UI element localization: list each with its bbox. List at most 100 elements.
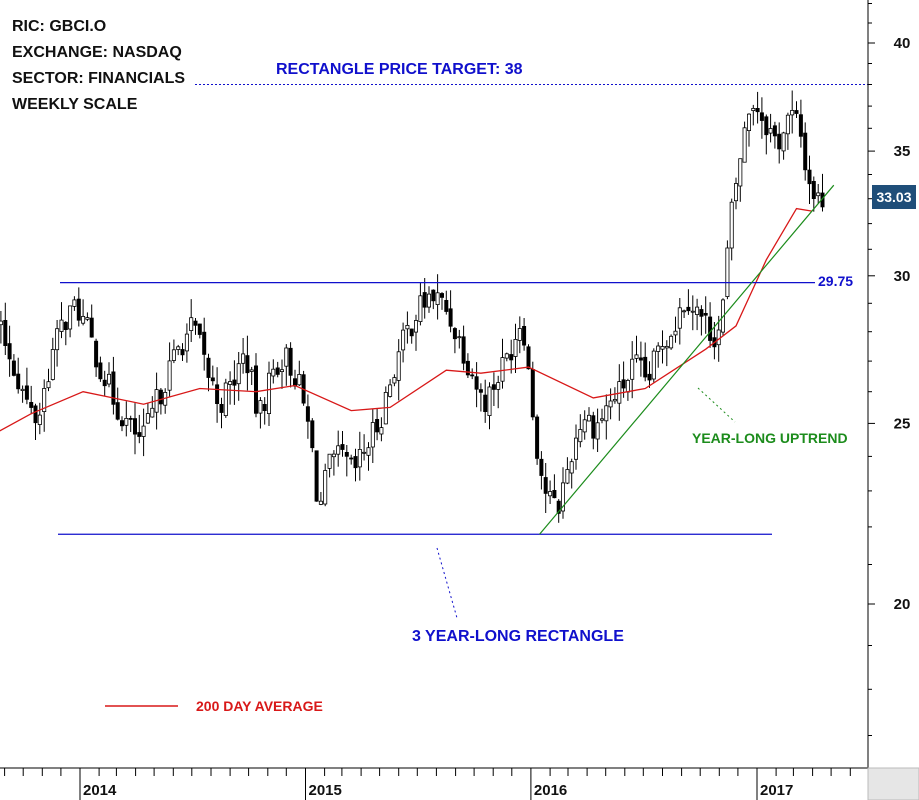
candle-body: [344, 451, 349, 457]
candle: [535, 414, 540, 465]
candle: [690, 295, 695, 331]
x-tick-label: 2014: [83, 782, 117, 799]
candle: [509, 339, 514, 374]
candle: [288, 342, 293, 388]
candle: [171, 339, 176, 364]
candle: [574, 424, 579, 470]
rectangle-annotation: 3 YEAR-LONG RECTANGLE: [412, 628, 624, 645]
candle-body: [630, 358, 635, 380]
candle-body: [124, 417, 129, 426]
candle-body: [94, 340, 99, 368]
candle-body: [310, 420, 315, 449]
candle-body: [392, 377, 397, 384]
candle-body: [465, 360, 470, 376]
candle-body: [46, 381, 51, 389]
candle: [660, 330, 665, 364]
candle: [708, 302, 713, 348]
candle: [81, 299, 86, 326]
candle-body: [664, 345, 669, 349]
candle: [176, 344, 181, 356]
candle-body: [85, 317, 90, 320]
candle: [370, 409, 375, 463]
moving-average-line: [0, 207, 813, 432]
candle: [621, 361, 626, 398]
candle: [94, 338, 99, 377]
candle-body: [388, 384, 393, 397]
candle: [336, 430, 341, 467]
candle: [310, 418, 315, 453]
candle: [37, 402, 42, 435]
candle-body: [210, 377, 215, 382]
candle: [279, 359, 284, 389]
candle-body: [314, 450, 319, 502]
candle: [396, 339, 401, 401]
candle: [582, 410, 587, 440]
candle: [72, 296, 77, 311]
candle-body: [370, 422, 375, 448]
candle: [561, 467, 566, 519]
candle: [457, 329, 462, 349]
candle: [223, 378, 228, 418]
candle-body: [539, 458, 544, 476]
candle-body: [284, 347, 289, 367]
candle: [504, 352, 509, 362]
candle: [102, 370, 107, 397]
candle: [180, 343, 185, 361]
sector-label: SECTOR: FINANCIALS: [12, 70, 186, 87]
candle-body: [98, 362, 103, 380]
candle-body: [435, 292, 440, 305]
candle-body: [409, 328, 414, 337]
candle: [128, 415, 133, 432]
candle: [539, 451, 544, 490]
candle: [643, 342, 648, 382]
candle: [107, 362, 112, 388]
candle: [150, 396, 155, 418]
candle: [794, 101, 799, 118]
candle-body: [141, 425, 146, 437]
candle: [275, 361, 280, 378]
candle: [24, 367, 29, 405]
candle-body: [189, 317, 194, 332]
candle-body: [716, 329, 721, 346]
candle-body: [33, 405, 38, 424]
candle-body: [487, 386, 492, 417]
candle-body: [703, 312, 708, 316]
candle: [651, 348, 656, 383]
candle: [768, 113, 773, 143]
candle: [16, 357, 21, 394]
candle: [266, 361, 271, 426]
candle: [241, 338, 246, 374]
x-tick-label: 2017: [760, 782, 793, 799]
candle: [465, 353, 470, 378]
candle-body: [734, 183, 739, 202]
candle: [111, 356, 116, 415]
candle: [729, 198, 734, 261]
target-annotation: RECTANGLE PRICE TARGET: 38: [276, 61, 523, 78]
candle-body: [305, 406, 310, 422]
candle: [418, 282, 423, 326]
candle: [379, 417, 384, 442]
candle-body: [215, 384, 220, 404]
candle-body: [656, 345, 661, 352]
candle-body: [772, 125, 777, 137]
candle-body: [483, 394, 488, 413]
candle-body: [76, 298, 81, 321]
candle: [638, 341, 643, 377]
candle: [63, 321, 68, 346]
candle-body: [158, 389, 163, 405]
candle-body: [3, 319, 8, 346]
candle: [785, 112, 790, 150]
candle: [790, 90, 795, 134]
candle: [413, 314, 418, 351]
candle-body: [699, 309, 704, 317]
candle-body: [461, 336, 466, 364]
candle: [29, 385, 34, 415]
candle: [20, 385, 25, 403]
candle-body: [755, 108, 760, 113]
candle-body: [759, 112, 764, 121]
candle-body: [708, 316, 713, 341]
candle: [798, 99, 803, 148]
candle-body: [336, 445, 341, 455]
candle-body: [729, 201, 734, 249]
